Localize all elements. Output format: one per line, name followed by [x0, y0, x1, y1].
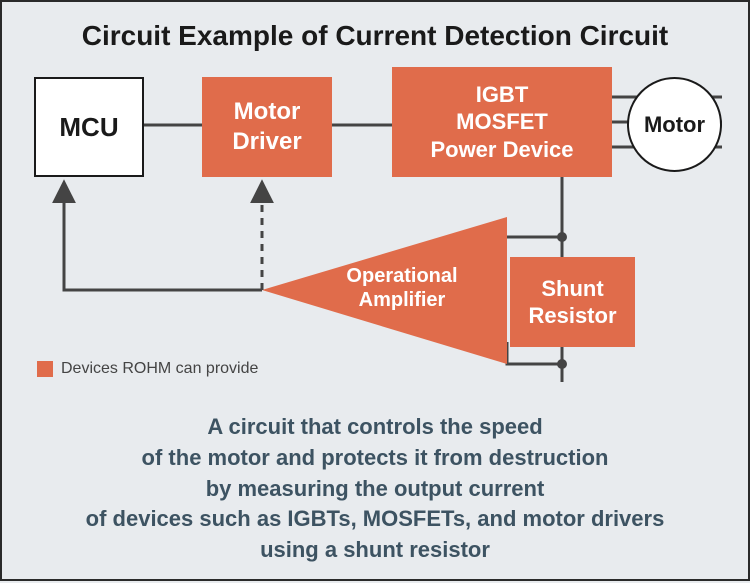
shunt-resistor-label: Shunt Resistor	[528, 275, 616, 330]
opamp-label: Operational Amplifier	[312, 264, 492, 312]
description-text: A circuit that controls the speed of the…	[2, 412, 748, 566]
legend-swatch	[37, 361, 53, 377]
legend: Devices ROHM can provide	[37, 360, 258, 378]
shunt-resistor-block: Shunt Resistor	[510, 257, 635, 347]
power-device-label: IGBT MOSFET Power Device	[430, 81, 573, 164]
mcu-block: MCU	[34, 77, 144, 177]
legend-text: Devices ROHM can provide	[61, 360, 258, 378]
power-device-block: IGBT MOSFET Power Device	[392, 67, 612, 177]
motor-driver-block: Motor Driver	[202, 77, 332, 177]
motor-driver-label: Motor Driver	[232, 97, 301, 157]
mcu-label: MCU	[59, 111, 118, 144]
motor-label: Motor	[644, 111, 705, 139]
motor-block: Motor	[627, 77, 722, 172]
